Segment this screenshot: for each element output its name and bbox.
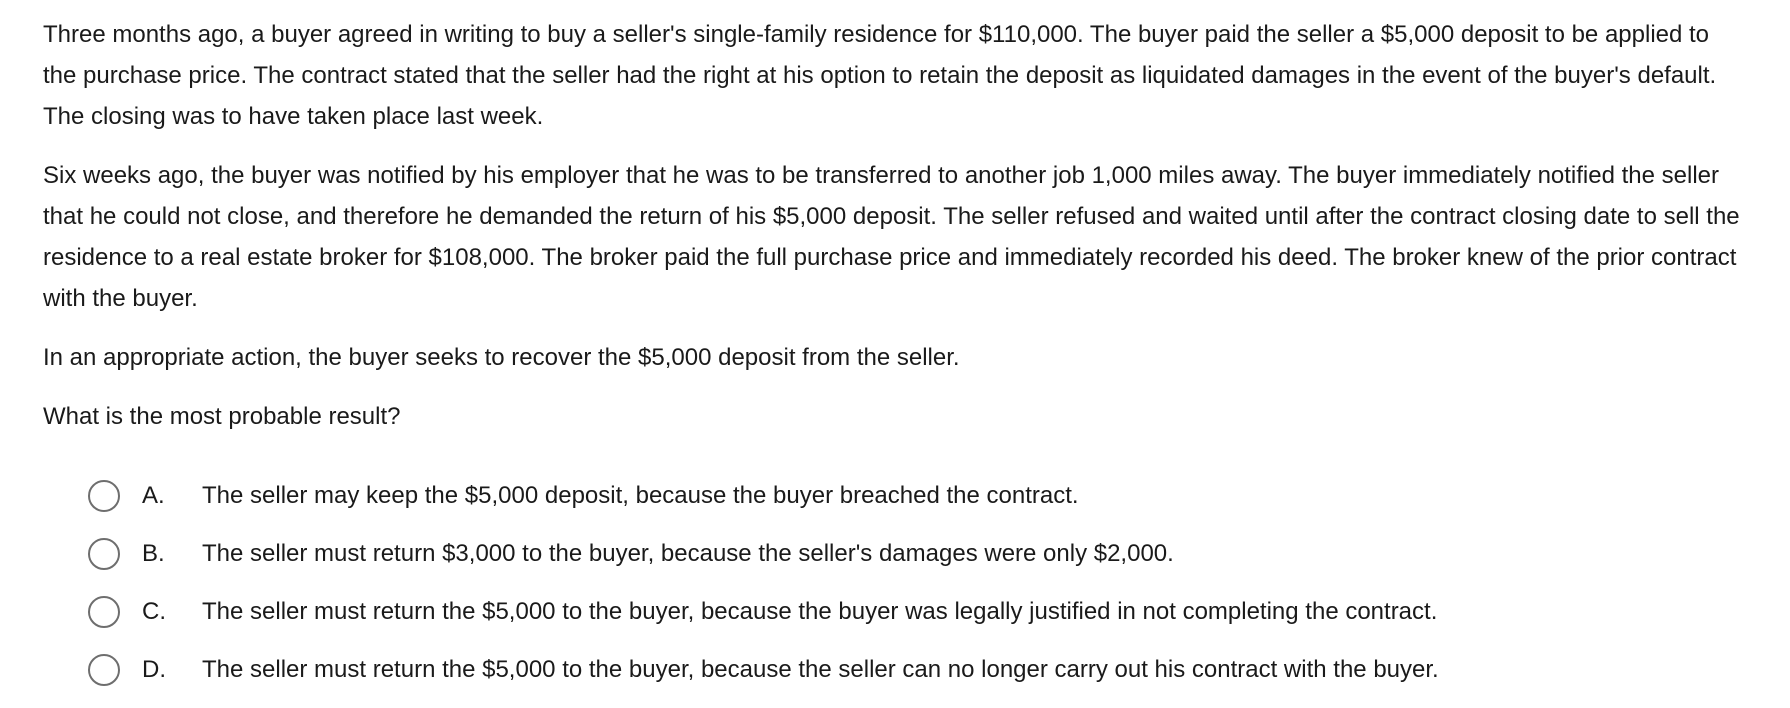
option-letter-d: D. (142, 656, 166, 683)
option-text-a: The seller may keep the $5,000 deposit, … (202, 482, 1079, 509)
question-stem: Three months ago, a buyer agreed in writ… (43, 14, 1743, 455)
answer-options: A. The seller may keep the $5,000 deposi… (88, 467, 1738, 699)
question-paragraph-2: Six weeks ago, the buyer was notified by… (43, 162, 1740, 312)
option-letter-c: C. (142, 598, 166, 625)
radio-button-b[interactable] (88, 538, 120, 570)
option-letter-b: B. (142, 540, 165, 567)
answer-option-d[interactable]: D. The seller must return the $5,000 to … (88, 641, 1738, 699)
radio-button-c[interactable] (88, 596, 120, 628)
option-text-d: The seller must return the $5,000 to the… (202, 656, 1439, 683)
radio-button-d[interactable] (88, 654, 120, 686)
answer-option-a[interactable]: A. The seller may keep the $5,000 deposi… (88, 467, 1738, 525)
question-prompt: What is the most probable result? (43, 403, 401, 430)
option-letter-a: A. (142, 482, 165, 509)
radio-button-a[interactable] (88, 480, 120, 512)
answer-option-b[interactable]: B. The seller must return $3,000 to the … (88, 525, 1738, 583)
option-text-c: The seller must return the $5,000 to the… (202, 598, 1438, 625)
question-paragraph-3: In an appropriate action, the buyer seek… (43, 344, 960, 371)
option-text-b: The seller must return $3,000 to the buy… (202, 540, 1174, 567)
answer-option-c[interactable]: C. The seller must return the $5,000 to … (88, 583, 1738, 641)
question-paragraph-1: Three months ago, a buyer agreed in writ… (43, 21, 1717, 130)
